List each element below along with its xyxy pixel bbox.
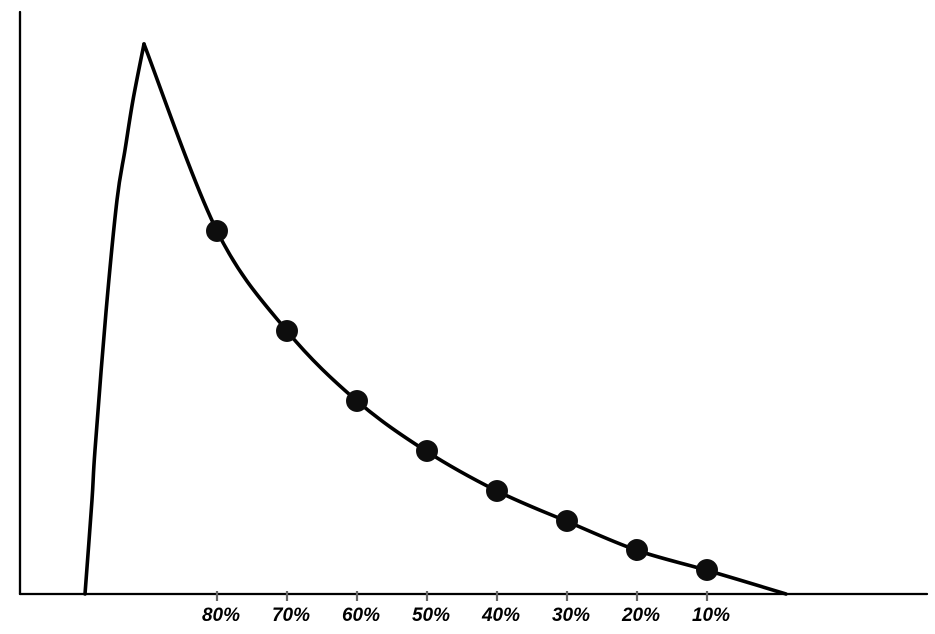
svg-text:10%: 10%: [692, 605, 730, 626]
svg-text:80%: 80%: [202, 605, 240, 626]
svg-text:70%: 70%: [272, 605, 310, 626]
svg-text:40%: 40%: [481, 605, 520, 626]
svg-text:30%: 30%: [552, 605, 590, 626]
svg-text:50%: 50%: [412, 605, 450, 626]
svg-text:20%: 20%: [621, 605, 660, 626]
svg-text:60%: 60%: [342, 605, 380, 626]
